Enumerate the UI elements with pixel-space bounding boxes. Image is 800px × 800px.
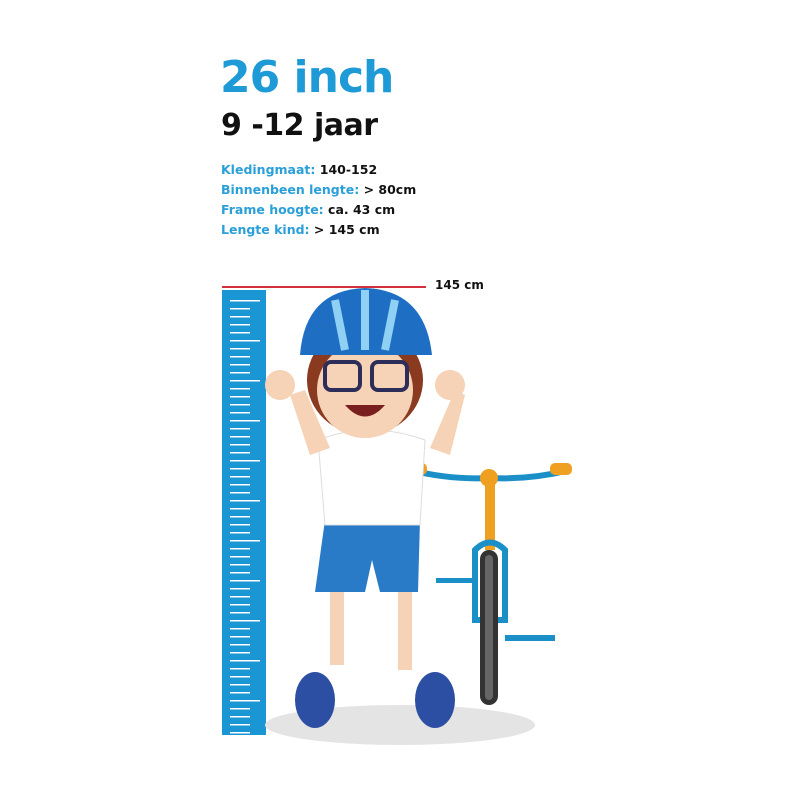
height-ruler (222, 290, 266, 735)
ruler-tick (230, 460, 260, 462)
ruler-tick (230, 452, 250, 454)
ruler-tick (230, 532, 250, 534)
ruler-tick (230, 476, 250, 478)
ruler-tick (230, 668, 250, 670)
child-figure (265, 288, 465, 728)
ruler-tick (230, 516, 250, 518)
spec-item: Binnenbeen lengte: > 80cm (221, 180, 416, 200)
ruler-tick (230, 628, 250, 630)
spec-label: Frame hoogte: (221, 202, 324, 217)
ruler-tick (230, 300, 260, 302)
spec-item: Lengte kind: > 145 cm (221, 220, 416, 240)
ruler-tick (230, 396, 250, 398)
spec-value: > 80cm (363, 182, 417, 197)
spec-label: Lengte kind: (221, 222, 310, 237)
ruler-tick (230, 716, 250, 718)
ruler-tick (230, 540, 260, 542)
ruler-tick (230, 652, 250, 654)
ruler-tick (230, 380, 260, 382)
ruler-tick (230, 604, 250, 606)
ruler-tick (230, 428, 250, 430)
spec-value: > 145 cm (313, 222, 380, 237)
ruler-tick (230, 468, 250, 470)
ruler-tick (230, 684, 250, 686)
ruler-tick (230, 492, 250, 494)
ruler-tick (230, 404, 250, 406)
ruler-tick (230, 340, 260, 342)
ruler-tick (230, 388, 250, 390)
ruler-tick (230, 708, 250, 710)
ruler-tick (230, 572, 250, 574)
bike-icon (405, 463, 572, 705)
height-marker-label: 145 cm (435, 278, 484, 292)
spec-value: ca. 43 cm (328, 202, 396, 217)
ruler-tick (230, 412, 250, 414)
ruler-tick (230, 364, 250, 366)
ruler-tick (230, 332, 250, 334)
ruler-tick (230, 316, 250, 318)
ruler-tick (230, 588, 250, 590)
ruler-tick (230, 596, 250, 598)
ruler-tick (230, 524, 250, 526)
ruler-tick (230, 308, 250, 310)
ruler-tick (230, 620, 260, 622)
spec-list: Kledingmaat: 140-152 Binnenbeen lengte: … (221, 160, 416, 240)
ruler-tick (230, 700, 260, 702)
ruler-tick (230, 612, 250, 614)
ruler-ticks (230, 300, 260, 734)
ruler-tick (230, 324, 250, 326)
ruler-tick (230, 508, 250, 510)
spec-value: 140-152 (319, 162, 378, 177)
bike-size-title: 26 inch (220, 52, 394, 103)
ruler-tick (230, 676, 250, 678)
ruler-tick (230, 556, 250, 558)
height-marker-line (222, 286, 426, 288)
ruler-tick (230, 644, 250, 646)
ruler-tick (230, 564, 250, 566)
ruler-tick (230, 348, 250, 350)
ruler-tick (230, 660, 260, 662)
ruler-tick (230, 356, 250, 358)
ruler-tick (230, 732, 250, 734)
spec-label: Binnenbeen lengte: (221, 182, 360, 197)
ruler-tick (230, 500, 260, 502)
ruler-tick (230, 580, 260, 582)
spec-item: Frame hoogte: ca. 43 cm (221, 200, 416, 220)
ruler-tick (230, 548, 250, 550)
age-range: 9 -12 jaar (221, 108, 378, 143)
ruler-tick (230, 436, 250, 438)
ruler-tick (230, 420, 260, 422)
ground-shadow (265, 705, 535, 745)
ruler-tick (230, 636, 250, 638)
spec-label: Kledingmaat: (221, 162, 316, 177)
ruler-tick (230, 724, 250, 726)
ruler-tick (230, 692, 250, 694)
ruler-tick (230, 444, 250, 446)
spec-item: Kledingmaat: 140-152 (221, 160, 416, 180)
ruler-tick (230, 484, 250, 486)
ruler-tick (230, 372, 250, 374)
